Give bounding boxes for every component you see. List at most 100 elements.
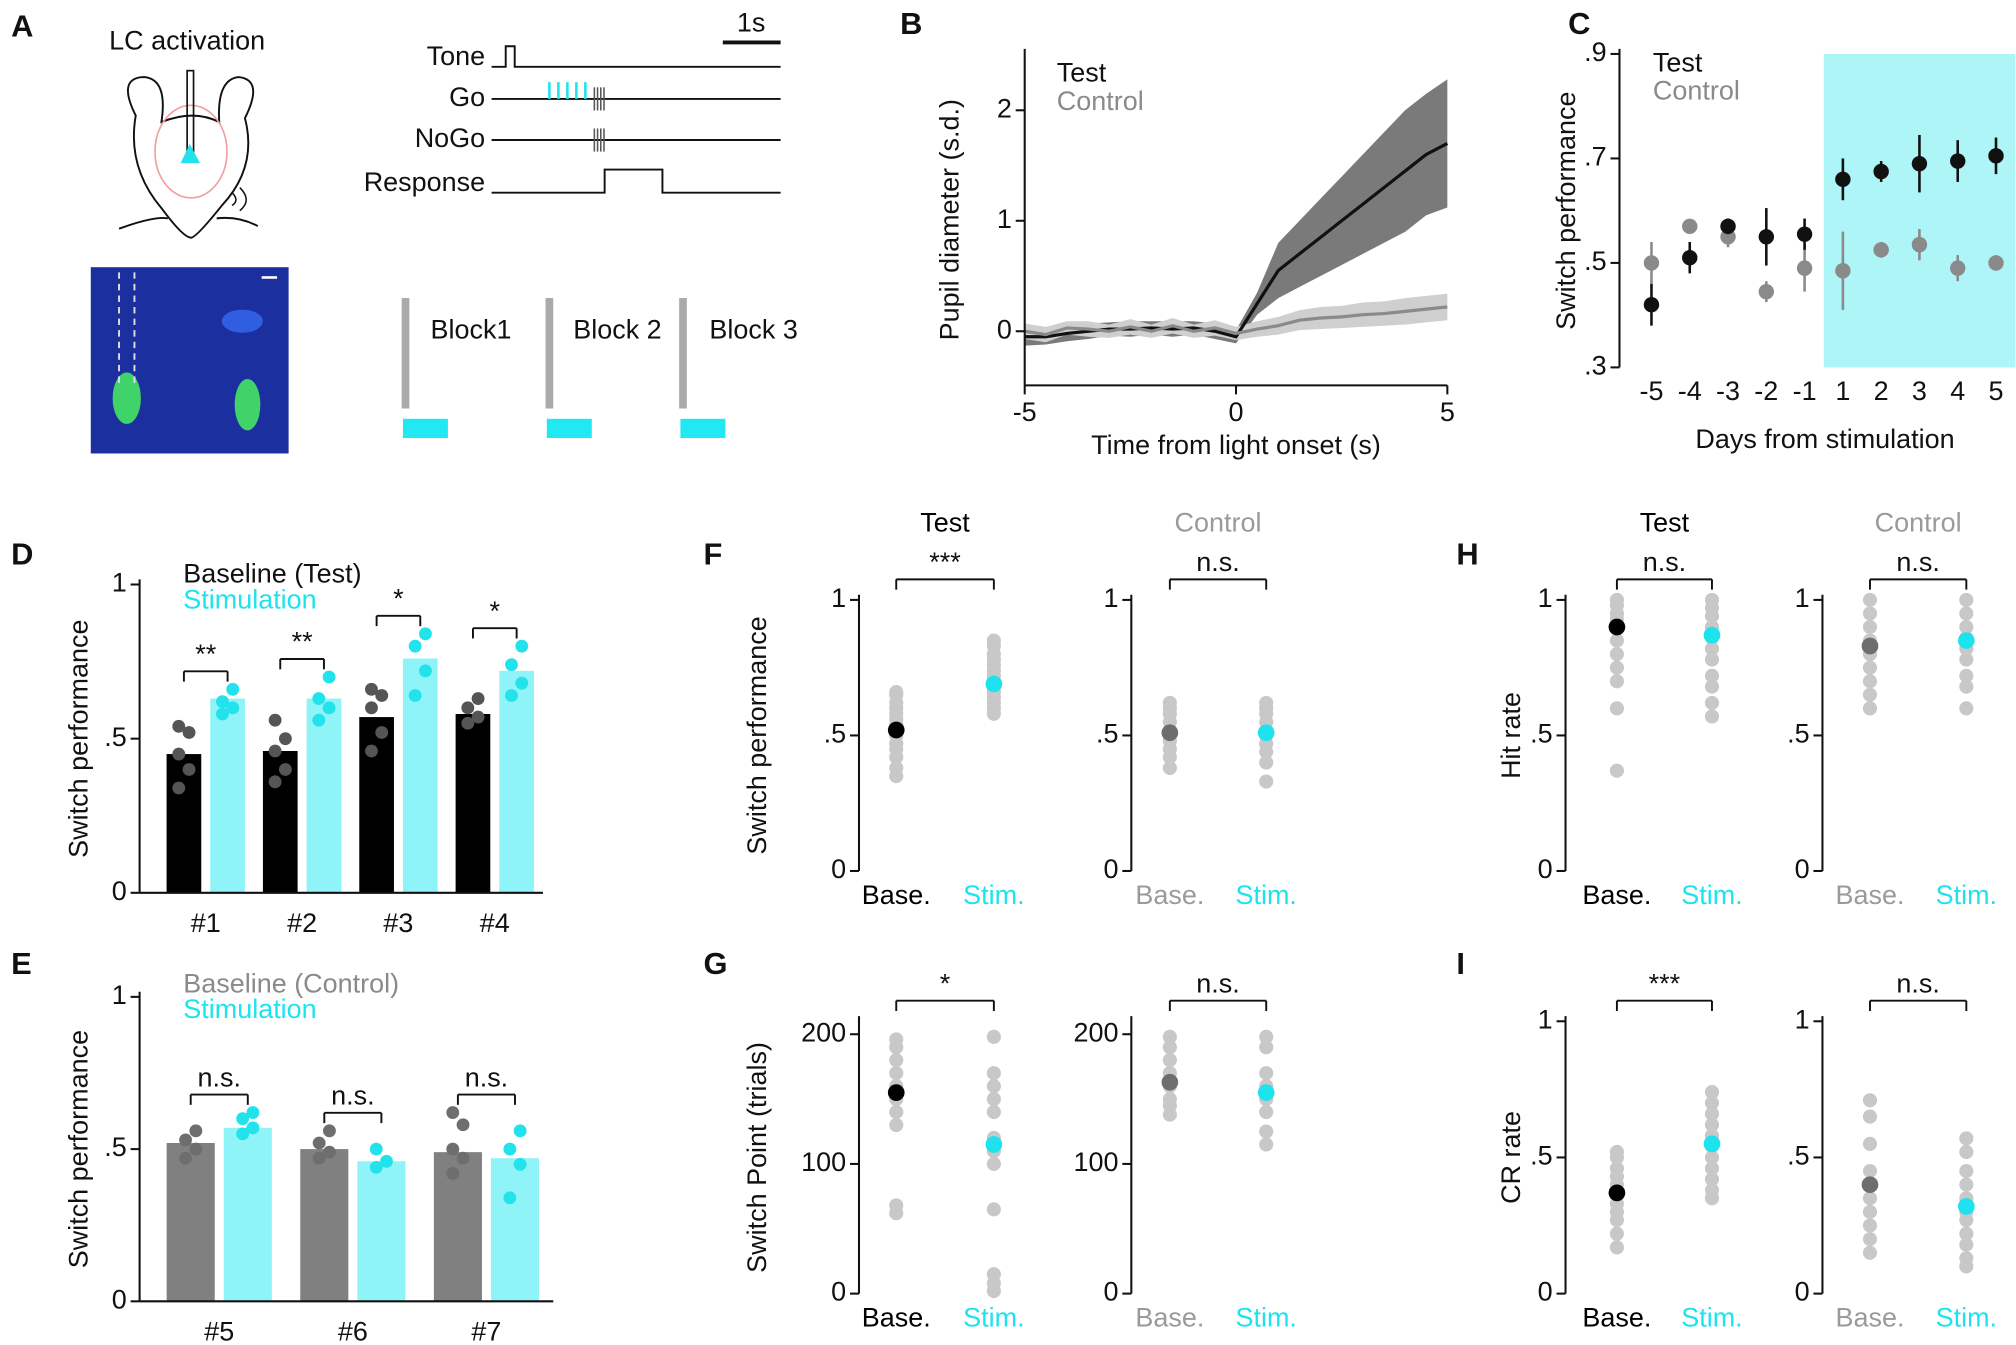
y-axis-label: Switch performance xyxy=(1551,92,1581,330)
data-point xyxy=(268,775,282,789)
legend-label: Stimulation xyxy=(183,584,316,614)
data-point xyxy=(986,1079,1001,1094)
row-label: Go xyxy=(449,82,485,112)
mean-point xyxy=(1257,724,1275,742)
error-band xyxy=(1024,79,1448,346)
y-tick-label: 1 xyxy=(1103,583,1118,613)
data-point xyxy=(1704,641,1720,656)
light-block xyxy=(402,418,448,439)
data-point xyxy=(1162,1092,1177,1107)
data-point xyxy=(1959,619,1974,635)
data-point xyxy=(986,1092,1001,1107)
y-tick-label: .5 xyxy=(1584,246,1607,276)
data-point xyxy=(889,1053,904,1068)
data-point xyxy=(1259,695,1274,710)
x-tick-label: Stim. xyxy=(1681,880,1742,910)
significance-label: * xyxy=(393,584,404,614)
light-cone xyxy=(180,143,200,164)
data-point xyxy=(268,713,282,727)
row-label: Response xyxy=(364,167,485,197)
legend-label: Baseline (Control) xyxy=(183,968,399,998)
data-point xyxy=(1704,1183,1720,1198)
y-tick-label: 1 xyxy=(1538,583,1553,613)
data-point xyxy=(1862,660,1878,675)
y-tick-label: .5 xyxy=(1530,1141,1553,1171)
x-tick-label: -5 xyxy=(1013,397,1037,427)
y-tick-label: 0 xyxy=(831,1277,846,1307)
data-point xyxy=(1862,1136,1878,1151)
point xyxy=(1682,249,1698,266)
data-point xyxy=(1862,1204,1878,1219)
point xyxy=(1796,260,1813,276)
data-point xyxy=(1162,695,1177,710)
data-point xyxy=(1704,1172,1720,1187)
y-tick-label: .5 xyxy=(104,722,127,752)
y-tick-label: .5 xyxy=(1787,719,1810,749)
mean-point xyxy=(1257,1084,1275,1101)
x-tick-label: Base. xyxy=(862,1302,931,1332)
data-point xyxy=(503,1142,517,1156)
data-point xyxy=(471,692,485,706)
data-point xyxy=(246,1121,260,1135)
data-point xyxy=(446,1106,460,1119)
mean-point xyxy=(887,1084,905,1101)
y-tick-label: 1 xyxy=(831,583,846,613)
point xyxy=(1950,260,1966,276)
data-point xyxy=(1704,668,1720,683)
panel-label: I xyxy=(1456,946,1465,981)
data-point xyxy=(312,1136,326,1150)
data-point xyxy=(986,1104,1001,1120)
data-point xyxy=(471,710,485,724)
response-trace xyxy=(491,168,781,194)
y-tick-label: .9 xyxy=(1584,37,1607,67)
x-axis-label: Time from light onset (s) xyxy=(1091,430,1381,460)
legend-label: Test xyxy=(1653,47,1703,77)
y-axis-label: CR rate xyxy=(1496,1111,1526,1204)
y-tick-label: .3 xyxy=(1584,351,1607,381)
point xyxy=(1873,242,1889,258)
mean-point xyxy=(1161,1073,1179,1091)
y-tick-label: 0 xyxy=(1538,1277,1553,1307)
x-tick-label: Base. xyxy=(1582,1302,1651,1332)
significance-label: *** xyxy=(1649,968,1681,998)
data-point xyxy=(419,664,432,678)
bar xyxy=(499,670,534,893)
sound-waves xyxy=(231,187,247,212)
data-point xyxy=(1609,592,1624,607)
data-point xyxy=(179,1133,192,1147)
data-point xyxy=(375,689,389,702)
data-point xyxy=(1259,755,1274,770)
y-tick-label: 1 xyxy=(1795,1004,1810,1034)
point xyxy=(1758,283,1775,300)
data-point xyxy=(189,1124,203,1138)
data-point xyxy=(446,1167,460,1180)
bar xyxy=(210,698,245,893)
data-point xyxy=(179,1151,192,1165)
data-point xyxy=(986,1267,1001,1282)
panel-label: B xyxy=(900,6,922,41)
y-axis-label: Hit rate xyxy=(1496,692,1526,779)
fiber-track xyxy=(118,272,136,386)
data-point xyxy=(1609,1240,1624,1255)
data-point xyxy=(172,781,186,795)
data-point xyxy=(1862,1109,1878,1124)
data-point xyxy=(1609,1161,1624,1176)
significance-label: n.s. xyxy=(1896,968,1939,998)
bar xyxy=(359,717,394,893)
data-point xyxy=(513,1124,527,1138)
data-point xyxy=(1959,1144,1974,1160)
y-tick-label: 2 xyxy=(997,93,1012,123)
data-point xyxy=(216,707,229,721)
y-tick-label: .5 xyxy=(104,1132,127,1162)
block-label: Block 2 xyxy=(573,315,661,345)
point xyxy=(1796,226,1813,242)
data-point xyxy=(1259,1029,1274,1044)
data-point xyxy=(1862,674,1878,689)
x-tick-label: Stim. xyxy=(1936,1302,1997,1332)
data-point xyxy=(1959,606,1974,621)
y-tick-label: 0 xyxy=(831,854,846,884)
significance-label: ** xyxy=(292,627,313,657)
x-tick-label: Base. xyxy=(1835,880,1904,910)
block-label: Block 3 xyxy=(709,315,797,345)
light-block xyxy=(680,418,726,439)
